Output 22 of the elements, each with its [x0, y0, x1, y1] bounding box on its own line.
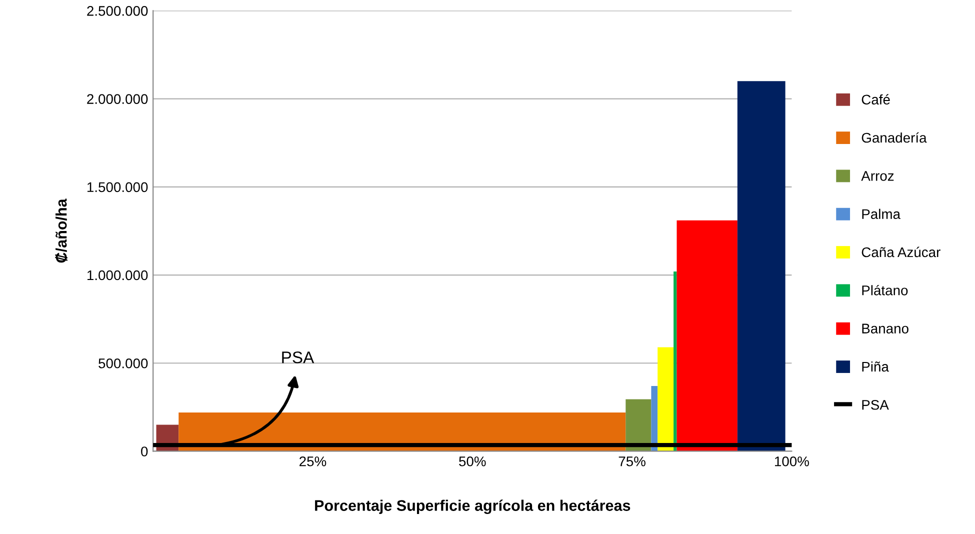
x-tick-label: 25% [300, 456, 326, 466]
x-tick-label: 75% [618, 456, 646, 466]
legend-label: Piña [862, 361, 889, 372]
x-axis-title: Porcentaje Superficie agrícola en hectáreas [315, 500, 630, 514]
legend-label: Palma [862, 208, 900, 220]
y-tick-label: 0 [141, 446, 148, 456]
legend-label: Banano [862, 324, 908, 334]
y-tick-label: 2.000.000 [87, 94, 148, 104]
y-axis-title: ₡/año/ha [55, 198, 68, 263]
y-tick-label: 1.500.000 [87, 182, 148, 192]
legend-label: Café [862, 94, 890, 105]
y-tick-label: 1.000.000 [87, 270, 148, 280]
legend-label: Ganadería [862, 132, 927, 143]
x-tick-label: 100% [775, 456, 809, 466]
legend-label: Arroz [861, 171, 894, 181]
x-tick-label: 50% [459, 456, 486, 466]
legend-label: PSA [862, 400, 889, 410]
y-tick-label: 2.500.000 [87, 6, 148, 16]
annotation: PSA [282, 351, 314, 364]
legend-label: Plátano [862, 284, 908, 296]
legend-label: Caña Azúcar [862, 246, 940, 258]
y-tick-label: 500.000 [98, 358, 148, 368]
